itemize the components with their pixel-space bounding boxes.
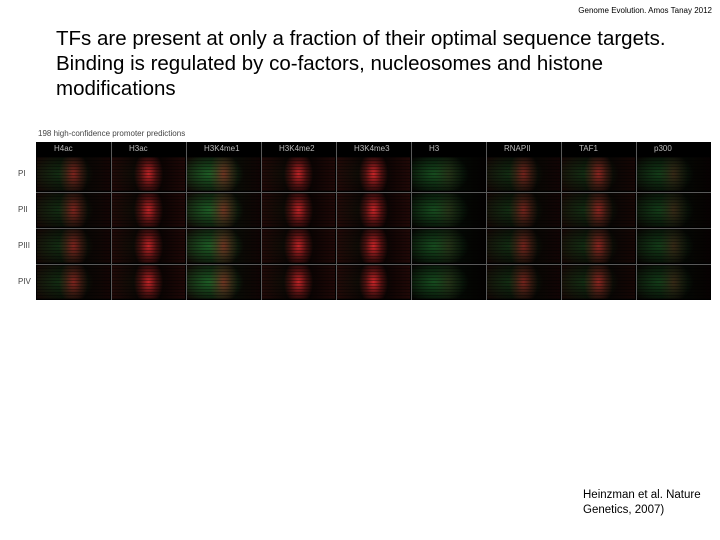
grid-divider	[486, 142, 487, 300]
heatmap-panel	[337, 265, 410, 299]
grid-divider	[336, 142, 337, 300]
grid-divider	[36, 192, 711, 193]
heatmap-panel	[112, 193, 185, 227]
heatmap-panel	[262, 157, 335, 191]
column-header: p300	[654, 144, 672, 153]
citation: Heinzman et al. Nature Genetics, 2007)	[583, 489, 701, 516]
heatmap-panel	[112, 157, 185, 191]
heatmap-panel	[187, 193, 260, 227]
row-label: PIII	[18, 241, 31, 250]
row-label: PI	[18, 169, 26, 178]
heatmap-panel	[37, 157, 110, 191]
heatmap-panel	[637, 193, 710, 227]
heatmap-panel	[637, 265, 710, 299]
figure-label: 198 high-confidence promoter predictions	[38, 129, 186, 138]
column-header: H3K4me3	[354, 144, 390, 153]
heatmap-panel	[412, 229, 485, 263]
grid-divider	[636, 142, 637, 300]
heatmap-panel	[37, 265, 110, 299]
heatmap-panel	[337, 193, 410, 227]
heatmap-panel	[637, 229, 710, 263]
heatmap-panel	[187, 157, 260, 191]
heatmap-grid: H4ac H3ac H3K4me1 H3K4me2 H3K4me3 H3 RNAPII TAF…	[36, 142, 711, 300]
row-label: PII	[18, 205, 28, 214]
heatmap-panel	[562, 157, 635, 191]
column-header: TAF1	[579, 144, 598, 153]
grid-divider	[261, 142, 262, 300]
grid-divider	[111, 142, 112, 300]
heatmap-panel	[562, 193, 635, 227]
heatmap-panel	[262, 265, 335, 299]
heatmap-panel	[37, 193, 110, 227]
column-header: H3K4me2	[279, 144, 315, 153]
grid-divider	[36, 228, 711, 229]
heatmap-panel	[412, 193, 485, 227]
heatmap-panel	[562, 265, 635, 299]
heatmap-panel	[112, 229, 185, 263]
heatmap-panel	[487, 229, 560, 263]
heatmap-panel	[187, 265, 260, 299]
heatmap-panel	[112, 265, 185, 299]
grid-divider	[411, 142, 412, 300]
heatmap-panel	[187, 229, 260, 263]
slide-title: TFs are present at only a fraction of th…	[56, 27, 666, 100]
column-header: H3	[429, 144, 440, 153]
heatmap-panel	[487, 265, 560, 299]
grid-divider	[561, 142, 562, 300]
heatmap-panel	[337, 157, 410, 191]
heatmap-panel	[637, 157, 710, 191]
heatmap-figure: 198 high-confidence promoter predictions…	[14, 124, 711, 300]
heatmap-panel	[337, 229, 410, 263]
row-label: PIV	[18, 277, 31, 286]
heatmap-panel	[412, 157, 485, 191]
column-header: H4ac	[54, 144, 73, 153]
grid-divider	[186, 142, 187, 300]
column-header: H3K4me1	[204, 144, 240, 153]
column-header: RNAPII	[504, 144, 531, 153]
header-note: Genome Evolution. Amos Tanay 2012	[578, 6, 712, 15]
heatmap-panel	[487, 193, 560, 227]
column-header: H3ac	[129, 144, 148, 153]
heatmap-panel	[262, 193, 335, 227]
grid-divider	[36, 264, 711, 265]
heatmap-panel	[37, 229, 110, 263]
heatmap-panel	[487, 157, 560, 191]
heatmap-panel	[412, 265, 485, 299]
heatmap-panel	[262, 229, 335, 263]
heatmap-panel	[562, 229, 635, 263]
